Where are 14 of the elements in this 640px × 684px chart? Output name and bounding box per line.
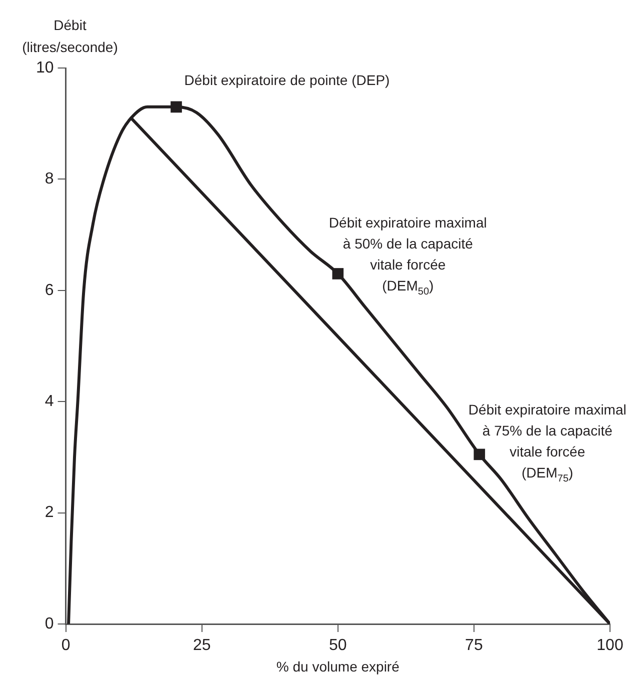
y-tick-label: 10 (36, 59, 54, 76)
x-axis-title: % du volume expiré (276, 658, 400, 674)
y-tick-label: 8 (44, 170, 54, 188)
x-tick-label: 75 (465, 637, 483, 654)
y-tick-label: 0 (44, 615, 54, 632)
x-tick-label: 25 (192, 637, 211, 654)
x-tick-label: 0 (61, 637, 70, 654)
x-tick-label: 100 (596, 637, 624, 654)
y-axis-title: Débit (litres/seconde) (22, 17, 118, 55)
y-tick-label: 4 (44, 393, 54, 410)
x-tick-label: 50 (329, 637, 347, 654)
y-tick-label: 2 (44, 504, 54, 522)
y-tick-label: 6 (44, 282, 54, 299)
annotation: Débit expiratoire de pointe (DEP) (184, 72, 390, 88)
